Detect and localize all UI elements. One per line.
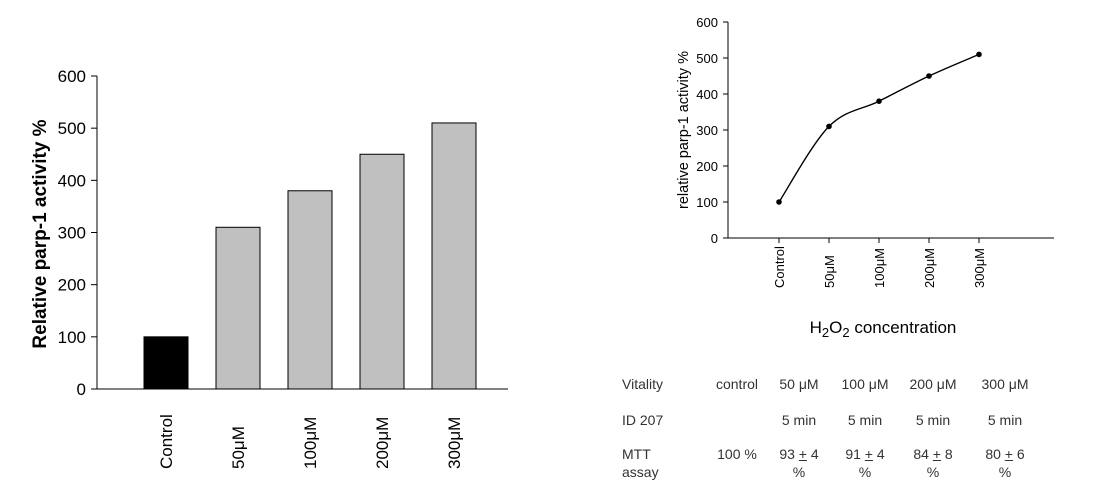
- table-mtt-unit: %: [998, 464, 1012, 480]
- table-header-cell: Vitality: [622, 376, 663, 392]
- y-tick-label: 300: [696, 123, 718, 138]
- bar: [359, 153, 405, 390]
- line-chart: 0 100 200 300 400 500 600 Control 50μM 100μM 200μM…: [676, 15, 1054, 340]
- bar-chart-y-axis-label: Relative parp-1 activity %: [30, 119, 51, 348]
- table-mtt-unit: %: [792, 464, 806, 480]
- table-mtt-value: 84 + 8: [913, 446, 953, 462]
- y-tick-label: 500: [696, 51, 718, 66]
- vitality-table: Vitality control 50 μM 100 μM 200 μM 300 μM ID…: [622, 374, 1106, 480]
- x-tick-label: 300μM: [972, 248, 987, 288]
- y-tick-label: 500: [58, 119, 86, 138]
- data-point: [926, 73, 932, 79]
- x-tick-label: 200μM: [373, 417, 392, 469]
- y-tick-label: 200: [696, 159, 718, 174]
- y-tick-label: 100: [696, 195, 718, 210]
- table-mtt-control: 100 %: [717, 446, 757, 462]
- bar: [143, 336, 189, 390]
- table-id-cell: 5 min: [847, 412, 883, 428]
- data-point: [776, 199, 782, 205]
- table-mtt-unit: %: [926, 464, 940, 480]
- table-id-cell: 5 min: [781, 412, 817, 428]
- table-id-cell: 5 min: [915, 412, 951, 428]
- table-mtt-unit: %: [858, 464, 872, 480]
- table-mtt-label: MTT: [622, 446, 651, 462]
- table-header-cell: 300 μM: [981, 376, 1029, 392]
- y-tick-label: 100: [58, 328, 86, 347]
- table-id-cell: 5 min: [987, 412, 1023, 428]
- y-tick-label: 400: [58, 171, 86, 190]
- x-tick-label: 50μM: [229, 426, 248, 469]
- x-tick-label: 100μM: [301, 417, 320, 469]
- y-tick-label: 0: [77, 380, 86, 399]
- x-tick-label: 100μM: [872, 248, 887, 288]
- y-tick-label: 600: [58, 67, 86, 86]
- data-point: [826, 123, 832, 130]
- table-header-cell: 100 μM: [841, 376, 889, 392]
- table-id-cell: ID 207: [622, 412, 664, 428]
- table-mtt-value: 91 + 4: [845, 446, 885, 462]
- line-chart-y-axis-label: relative parp-1 activity %: [676, 51, 692, 209]
- data-point: [876, 98, 882, 104]
- x-tick-label: 300μM: [445, 417, 464, 469]
- table-header-cell: 200 μM: [909, 376, 957, 392]
- table-header-cell: 50 μM: [779, 376, 819, 392]
- x-tick-label: Control: [157, 414, 176, 469]
- bar: [287, 190, 333, 390]
- y-tick-label: 0: [711, 231, 718, 246]
- bar: [215, 226, 261, 390]
- x-tick-label: 50μM: [822, 255, 837, 288]
- table-header-cell: control: [715, 376, 759, 392]
- y-tick-label: 300: [58, 224, 86, 243]
- y-tick-label: 200: [58, 276, 86, 295]
- series-line: [778, 53, 980, 203]
- x-tick-label: Control: [772, 246, 787, 288]
- y-tick-label: 600: [696, 15, 718, 30]
- table-mtt-value: 93 + 4: [779, 446, 819, 462]
- line-chart-x-axis-label: H2O2 concentration: [810, 318, 957, 340]
- y-tick-label: 400: [696, 87, 718, 102]
- table-mtt-label: assay: [622, 464, 659, 480]
- x-tick-label: 200μM: [922, 248, 937, 288]
- data-point: [976, 51, 982, 58]
- bar-chart: 0 100 200 300 400 500 600 Control 50μM 100μM 200μM…: [30, 67, 508, 469]
- table-mtt-value: 80 + 6: [985, 446, 1025, 462]
- bar: [431, 122, 477, 390]
